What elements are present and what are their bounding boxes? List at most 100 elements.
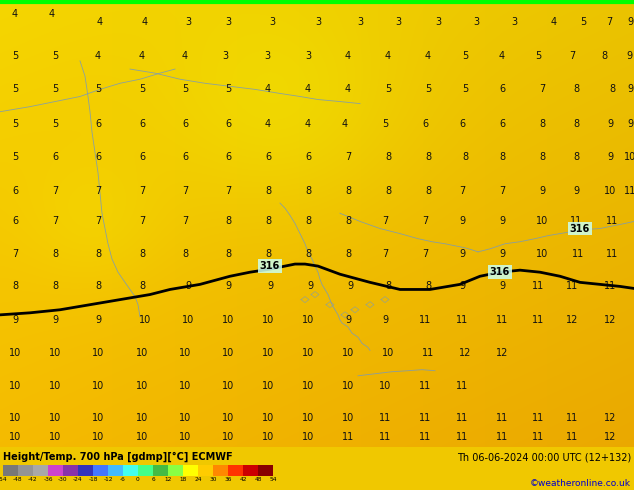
Text: -12: -12 bbox=[103, 477, 113, 483]
Text: 10: 10 bbox=[139, 315, 151, 325]
Text: 11: 11 bbox=[419, 381, 431, 391]
Text: 10: 10 bbox=[302, 315, 314, 325]
Text: 8: 8 bbox=[425, 152, 431, 162]
Text: 11: 11 bbox=[566, 414, 578, 423]
Text: 4: 4 bbox=[265, 84, 271, 95]
Text: 10: 10 bbox=[92, 432, 104, 441]
Text: -42: -42 bbox=[28, 477, 38, 483]
Text: 4: 4 bbox=[499, 51, 505, 61]
Text: 18: 18 bbox=[179, 477, 186, 483]
Text: 8: 8 bbox=[499, 152, 505, 162]
Text: 11: 11 bbox=[419, 414, 431, 423]
Text: ©weatheronline.co.uk: ©weatheronline.co.uk bbox=[530, 479, 631, 488]
Bar bbox=[93, 465, 108, 476]
Text: 8: 8 bbox=[539, 119, 545, 129]
Text: 11: 11 bbox=[422, 348, 434, 359]
Text: 8: 8 bbox=[139, 249, 145, 259]
Text: 11: 11 bbox=[532, 281, 544, 292]
Text: 9: 9 bbox=[499, 217, 505, 226]
Text: 10: 10 bbox=[262, 414, 274, 423]
Text: 6: 6 bbox=[139, 152, 145, 162]
Text: 10: 10 bbox=[136, 432, 148, 441]
Text: 9: 9 bbox=[307, 281, 313, 292]
Text: 7: 7 bbox=[139, 186, 145, 196]
Text: 8: 8 bbox=[601, 51, 607, 61]
Text: 6: 6 bbox=[499, 84, 505, 95]
Text: 4: 4 bbox=[305, 119, 311, 129]
Text: 10: 10 bbox=[92, 414, 104, 423]
Text: 10: 10 bbox=[9, 381, 21, 391]
Text: 8: 8 bbox=[182, 249, 188, 259]
Text: 10: 10 bbox=[342, 348, 354, 359]
Text: 7: 7 bbox=[95, 186, 101, 196]
Text: 9: 9 bbox=[539, 186, 545, 196]
Text: 7: 7 bbox=[422, 217, 428, 226]
Text: 10: 10 bbox=[222, 348, 234, 359]
Bar bbox=[198, 465, 213, 476]
Text: 8: 8 bbox=[425, 281, 431, 292]
Text: 7: 7 bbox=[52, 186, 58, 196]
Text: 11: 11 bbox=[532, 414, 544, 423]
Text: 48: 48 bbox=[254, 477, 262, 483]
Text: 54: 54 bbox=[269, 477, 277, 483]
Bar bbox=[48, 465, 63, 476]
Text: -54: -54 bbox=[0, 477, 8, 483]
Text: 10: 10 bbox=[262, 381, 274, 391]
Text: 8: 8 bbox=[462, 152, 468, 162]
Text: 3: 3 bbox=[264, 51, 270, 61]
Text: 7: 7 bbox=[225, 186, 231, 196]
Text: 12: 12 bbox=[496, 348, 508, 359]
Text: 10: 10 bbox=[604, 186, 616, 196]
Text: 9: 9 bbox=[345, 315, 351, 325]
Text: -24: -24 bbox=[73, 477, 83, 483]
Text: 6: 6 bbox=[139, 119, 145, 129]
Bar bbox=[63, 465, 78, 476]
Text: 11: 11 bbox=[604, 281, 616, 292]
Text: 5: 5 bbox=[462, 84, 468, 95]
Text: 9: 9 bbox=[499, 281, 505, 292]
Text: 4: 4 bbox=[49, 9, 55, 19]
Text: 8: 8 bbox=[573, 152, 579, 162]
Text: 11: 11 bbox=[606, 217, 618, 226]
Text: 8: 8 bbox=[609, 84, 615, 95]
Text: 4: 4 bbox=[265, 119, 271, 129]
Text: 7: 7 bbox=[12, 249, 18, 259]
Text: 8: 8 bbox=[225, 217, 231, 226]
Text: 6: 6 bbox=[459, 119, 465, 129]
Text: 10: 10 bbox=[92, 348, 104, 359]
Text: 4: 4 bbox=[551, 17, 557, 27]
Text: 12: 12 bbox=[604, 414, 616, 423]
Text: 9: 9 bbox=[626, 51, 632, 61]
Text: 7: 7 bbox=[422, 249, 428, 259]
Text: 10: 10 bbox=[342, 414, 354, 423]
Text: 6: 6 bbox=[95, 119, 101, 129]
Text: 6: 6 bbox=[182, 119, 188, 129]
Text: 10: 10 bbox=[92, 381, 104, 391]
Text: 8: 8 bbox=[305, 249, 311, 259]
Text: 7: 7 bbox=[182, 186, 188, 196]
Text: 5: 5 bbox=[462, 51, 468, 61]
Text: 4: 4 bbox=[139, 51, 145, 61]
Bar bbox=[18, 465, 33, 476]
Text: 10: 10 bbox=[302, 414, 314, 423]
Text: 3: 3 bbox=[222, 51, 228, 61]
Text: Th 06-06-2024 00:00 UTC (12+132): Th 06-06-2024 00:00 UTC (12+132) bbox=[456, 452, 631, 463]
Text: 10: 10 bbox=[262, 315, 274, 325]
Text: 5: 5 bbox=[425, 84, 431, 95]
Text: 10: 10 bbox=[49, 381, 61, 391]
Text: 36: 36 bbox=[224, 477, 231, 483]
Text: Height/Temp. 700 hPa [gdmp][°C] ECMWF: Height/Temp. 700 hPa [gdmp][°C] ECMWF bbox=[3, 452, 233, 463]
Bar bbox=[78, 465, 93, 476]
Text: 5: 5 bbox=[382, 119, 388, 129]
Text: 10: 10 bbox=[179, 381, 191, 391]
Text: 10: 10 bbox=[222, 381, 234, 391]
Text: 10: 10 bbox=[222, 315, 234, 325]
Text: -36: -36 bbox=[43, 477, 53, 483]
Text: 5: 5 bbox=[12, 51, 18, 61]
Text: 6: 6 bbox=[52, 152, 58, 162]
Text: 8: 8 bbox=[573, 119, 579, 129]
Text: 10: 10 bbox=[179, 432, 191, 441]
Text: 5: 5 bbox=[225, 84, 231, 95]
Text: 10: 10 bbox=[182, 315, 194, 325]
Text: 8: 8 bbox=[345, 249, 351, 259]
